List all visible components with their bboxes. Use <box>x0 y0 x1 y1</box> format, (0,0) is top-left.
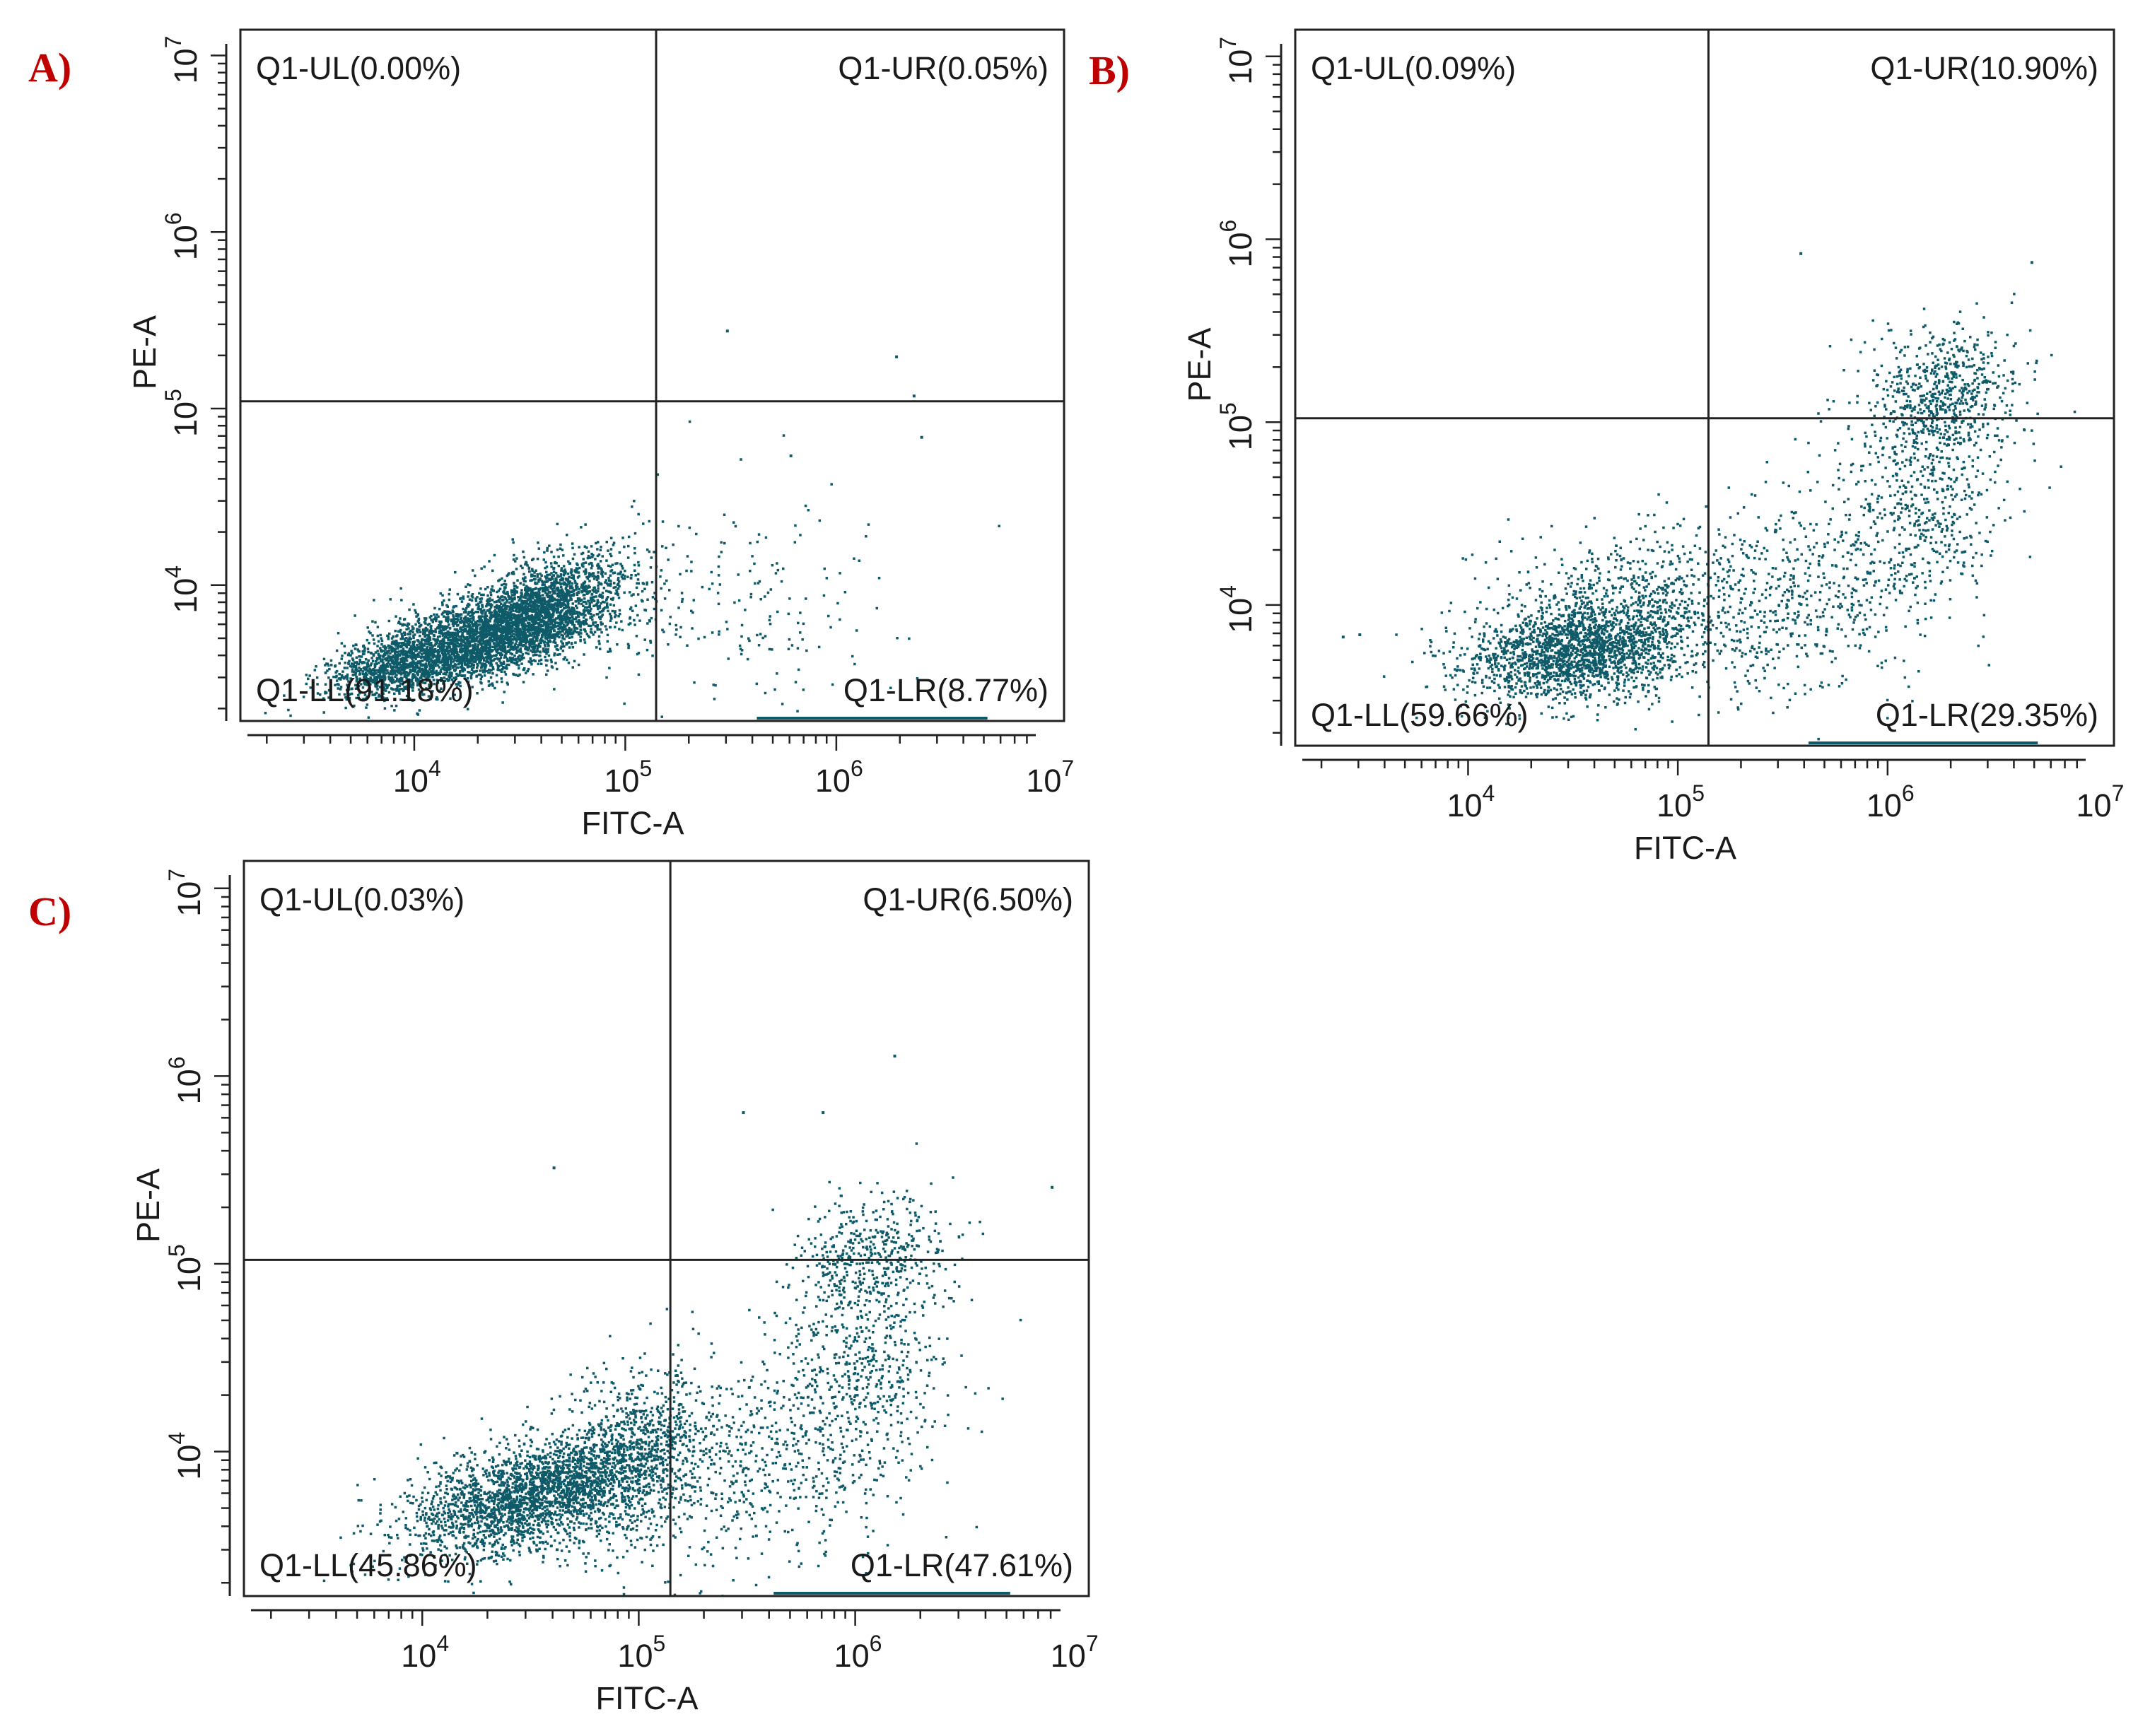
x-axis-label: FITC-A <box>1634 830 1736 866</box>
outlier-point <box>742 1111 745 1115</box>
cluster-points <box>748 1142 1022 1516</box>
cluster-2 <box>287 617 484 714</box>
outlier-point <box>789 454 793 457</box>
quadrant-label-ur: Q1-UR(0.05%) <box>838 50 1048 86</box>
event-dots <box>1341 252 2076 744</box>
plot-frame <box>239 28 1065 722</box>
x-tick-label: 104 <box>401 1631 449 1674</box>
quadrant-label-ul: Q1-UL(0.03%) <box>259 881 465 917</box>
outlier-point <box>893 1055 896 1058</box>
x-axis-label: FITC-A <box>582 805 684 841</box>
cluster-1 <box>479 1308 759 1596</box>
cluster-points <box>479 1308 759 1596</box>
y-tick-label: 105 <box>1215 402 1258 450</box>
y-tick-label: 107 <box>164 869 207 917</box>
plot-frame <box>243 860 1090 1597</box>
y-tick-label: 104 <box>1215 585 1258 633</box>
quadrant-label-lr: Q1-LR(8.77%) <box>843 672 1048 708</box>
outlier-point <box>822 1111 825 1115</box>
cluster-points <box>1601 338 1990 741</box>
cluster-1 <box>433 520 680 685</box>
x-tick-label: 104 <box>393 756 441 799</box>
quadrant-label-ll: Q1-LL(91.18%) <box>256 672 474 708</box>
cluster-3 <box>1818 329 2062 720</box>
outlier-point <box>725 329 729 333</box>
y-tick-label: 107 <box>1215 37 1258 85</box>
x-tick-label: 105 <box>617 1631 665 1674</box>
outlier-point <box>920 435 923 439</box>
event-dots <box>322 1055 1054 1596</box>
x-tick-label: 105 <box>1657 780 1705 823</box>
quadrant-label-ul: Q1-UL(0.09%) <box>1311 50 1516 86</box>
cluster-4 <box>1601 338 1990 741</box>
cluster-0 <box>264 544 695 721</box>
cluster-0 <box>322 1399 713 1595</box>
x-axis-label: FITC-A <box>596 1680 699 1716</box>
quadrant-label-ur: Q1-UR(6.50%) <box>863 881 1073 917</box>
outlier-point <box>1358 633 1362 636</box>
y-tick-label: 105 <box>164 1244 207 1292</box>
cluster-points <box>1818 329 2062 720</box>
y-tick-label: 106 <box>160 212 204 260</box>
cluster-3 <box>748 1142 1022 1516</box>
x-tick-label: 107 <box>1051 1631 1099 1674</box>
plot-frame <box>1294 28 2115 747</box>
outlier-point <box>912 394 916 398</box>
outlier-point <box>1051 1185 1054 1189</box>
y-axis-label: PE-A <box>130 1168 166 1243</box>
y-tick-label: 107 <box>160 36 204 84</box>
plot-panel-b: 104 105 106 107 FITC-A 104 105 106 107 PE-A Q1-UL(… <box>1181 28 2125 866</box>
x-tick-label: 104 <box>1447 780 1495 823</box>
outlier-point <box>552 1166 556 1170</box>
panel-letter-a: A) <box>28 45 72 90</box>
quadrant-label-ur: Q1-UR(10.90%) <box>1870 50 2098 86</box>
event-dots <box>264 329 1000 721</box>
x-tick-label: 107 <box>2076 780 2125 823</box>
y-tick-label: 106 <box>164 1057 207 1105</box>
axis-pileup <box>773 1592 1010 1595</box>
axis-pileup <box>757 717 988 720</box>
y-tick-label: 104 <box>164 1432 207 1480</box>
axis-pileup <box>1809 741 2038 744</box>
cluster-points <box>287 617 484 714</box>
x-tick-label: 105 <box>604 756 652 799</box>
plot-panel-c: 104 105 106 107 FITC-A 104 105 106 107 PE-A Q1-UL(… <box>130 860 1099 1716</box>
cluster-points <box>1382 493 1871 731</box>
cluster-points <box>264 544 695 721</box>
x-tick-label: 106 <box>834 1631 882 1674</box>
cluster-points <box>433 520 680 685</box>
x-tick-label: 106 <box>815 756 863 799</box>
y-tick-label: 105 <box>160 389 204 437</box>
y-axis-label: PE-A <box>127 315 163 389</box>
x-tick-label: 107 <box>1026 756 1074 799</box>
plot-panel-a: 104 105 106 107 FITC-A 104 105 106 107 PE-A Q1-UL(… <box>127 28 1074 841</box>
outlier-point <box>1799 252 1803 255</box>
panel-letter-c: C) <box>28 888 72 934</box>
outlier-point <box>2030 261 2033 264</box>
y-axis-label: PE-A <box>1181 327 1217 401</box>
quadrant-label-lr: Q1-LR(47.61%) <box>851 1547 1073 1583</box>
outlier-point <box>1341 635 1345 639</box>
cluster-1 <box>1382 493 1871 731</box>
y-tick-label: 104 <box>160 565 204 614</box>
cluster-points <box>322 1399 713 1595</box>
outlier-point <box>895 355 899 358</box>
quadrant-label-ul: Q1-UL(0.00%) <box>256 50 461 86</box>
quadrant-label-ll: Q1-LL(59.66%) <box>1311 697 1529 733</box>
y-tick-label: 106 <box>1215 220 1258 268</box>
panel-letter-b: B) <box>1089 47 1130 93</box>
quadrant-label-ll: Q1-LL(45.86%) <box>259 1547 477 1583</box>
quadrant-label-lr: Q1-LR(29.35%) <box>1876 697 2098 733</box>
x-tick-label: 106 <box>1867 780 1915 823</box>
